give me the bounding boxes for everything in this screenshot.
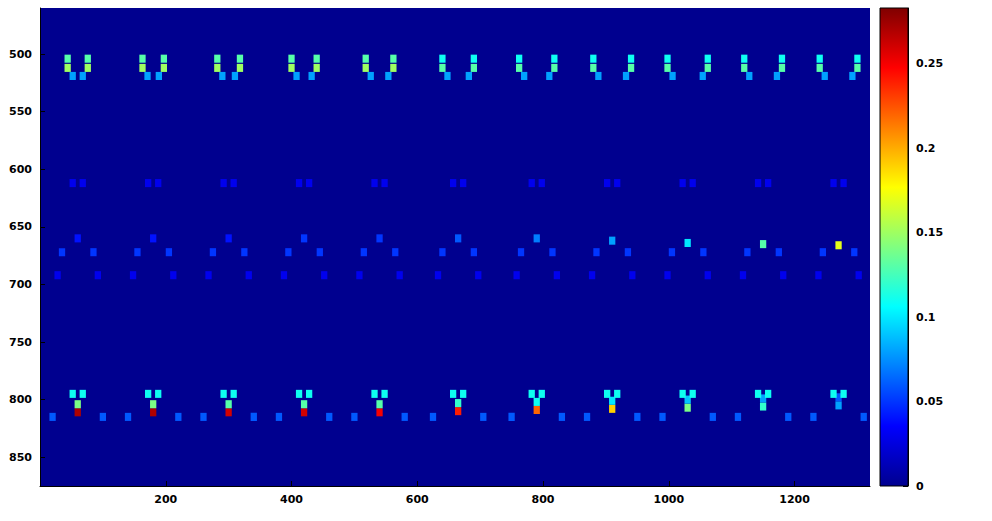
svg-text:200: 200	[154, 493, 177, 506]
svg-text:800: 800	[532, 493, 555, 506]
svg-text:400: 400	[280, 493, 303, 506]
svg-text:600: 600	[9, 163, 32, 176]
svg-text:850: 850	[9, 451, 32, 464]
svg-text:1200: 1200	[779, 493, 810, 506]
svg-text:550: 550	[9, 105, 32, 118]
svg-text:1000: 1000	[653, 493, 684, 506]
svg-text:0.15: 0.15	[916, 226, 943, 239]
svg-text:800: 800	[9, 393, 32, 406]
svg-text:0: 0	[916, 480, 924, 493]
svg-text:750: 750	[9, 336, 32, 349]
svg-text:600: 600	[406, 493, 429, 506]
svg-text:650: 650	[9, 220, 32, 233]
svg-text:0.25: 0.25	[916, 57, 943, 70]
svg-text:0.2: 0.2	[916, 142, 936, 155]
svg-text:700: 700	[9, 278, 32, 291]
svg-text:0.05: 0.05	[916, 395, 943, 408]
svg-text:500: 500	[9, 48, 32, 61]
svg-text:0.1: 0.1	[916, 311, 936, 324]
